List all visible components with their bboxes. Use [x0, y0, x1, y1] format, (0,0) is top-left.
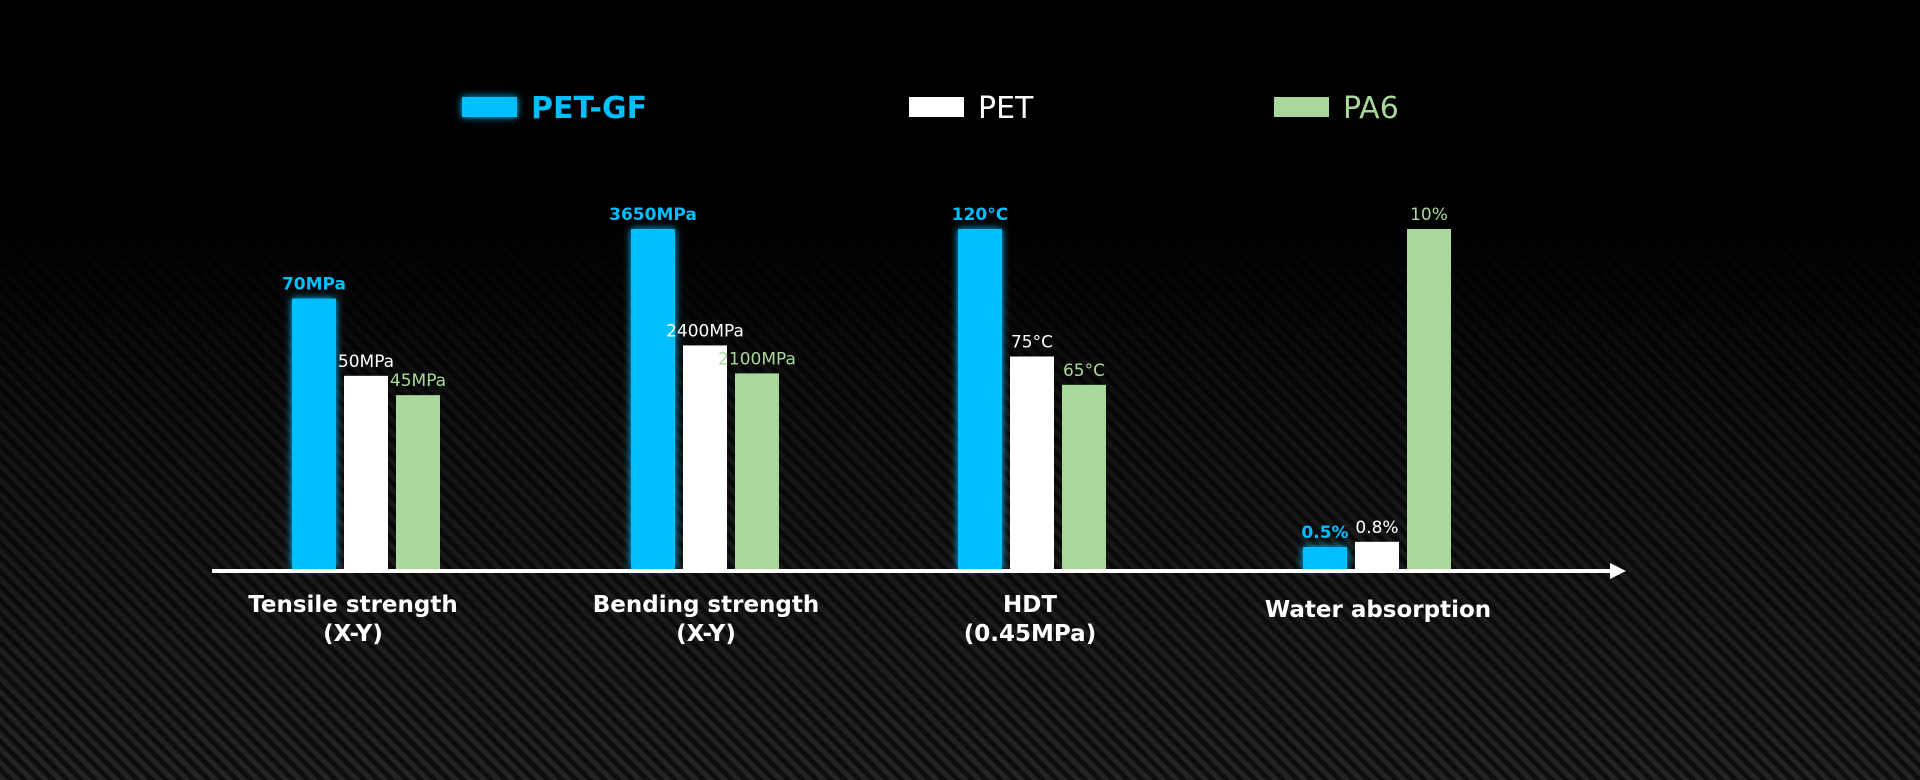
bar-pet — [1355, 541, 1399, 569]
legend-swatch — [1274, 97, 1329, 117]
data-label: 0.8% — [1355, 518, 1398, 538]
data-label: 2100MPa — [718, 349, 796, 369]
legend-label: PA6 — [1343, 91, 1399, 126]
data-label: 120°C — [952, 205, 1008, 225]
legend-swatch — [462, 97, 517, 117]
x-axis-arrow — [1610, 563, 1626, 579]
data-label: 75°C — [1011, 333, 1053, 353]
category-label-line: (0.45MPa) — [964, 621, 1096, 647]
category-label-line: Bending strength — [593, 592, 820, 618]
category-label: Tensile strength (X-Y) — [248, 592, 458, 647]
legend: PET-GF PET PA6 — [462, 91, 1399, 126]
category-label-line: Tensile strength — [248, 592, 458, 618]
legend-label: PET-GF — [531, 91, 647, 126]
x-axis — [212, 563, 1626, 579]
bar-pa6 — [735, 373, 779, 569]
data-label: 65°C — [1063, 361, 1105, 381]
category-label-line: (X-Y) — [676, 621, 736, 647]
legend-swatch — [909, 97, 964, 117]
bar-pet — [1010, 356, 1054, 569]
bar-pet-gf — [1303, 547, 1347, 569]
category-labels: Tensile strength (X-Y) Bending strength (X-… — [248, 592, 1491, 647]
legend-item-pa6: PA6 — [1274, 91, 1399, 126]
data-label: 10% — [1410, 205, 1448, 225]
category-label-line: Water absorption — [1265, 597, 1491, 623]
bar-pet-gf — [631, 229, 675, 569]
data-label: 70MPa — [282, 275, 346, 295]
category-label-line: (X-Y) — [323, 621, 383, 647]
category-label: HDT (0.45MPa) — [964, 592, 1096, 647]
data-label: 2400MPa — [666, 321, 744, 341]
category-label: Bending strength (X-Y) — [593, 592, 820, 647]
data-label: 45MPa — [390, 371, 446, 391]
category-label: Water absorption — [1265, 597, 1491, 623]
bar-pet-gf — [958, 229, 1002, 569]
legend-item-pet-gf: PET-GF — [462, 91, 647, 126]
bar-pet — [683, 345, 727, 569]
bar-pet-gf — [292, 298, 336, 569]
bar-pa6 — [396, 395, 440, 569]
data-label: 0.5% — [1301, 523, 1348, 543]
category-label-line: HDT — [1003, 592, 1057, 618]
data-label: 50MPa — [338, 352, 394, 372]
legend-item-pet: PET — [909, 91, 1034, 126]
bar-pet — [344, 375, 388, 569]
bar-pa6 — [1062, 384, 1106, 569]
bar-pa6 — [1407, 229, 1451, 569]
legend-label: PET — [978, 91, 1034, 126]
data-label: 3650MPa — [609, 205, 697, 225]
